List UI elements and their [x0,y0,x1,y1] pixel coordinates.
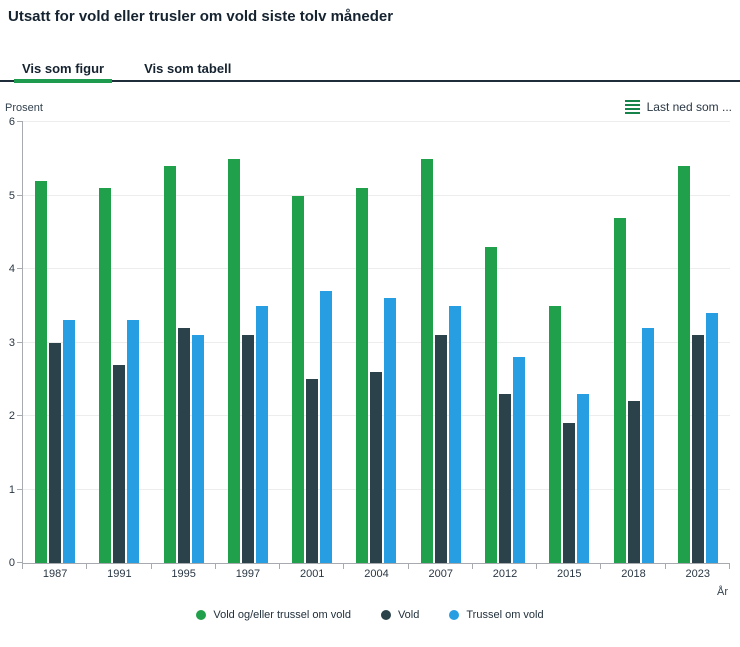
bar-group-1991: 1991 [87,122,152,580]
bar[interactable] [35,180,48,563]
gridline [23,194,730,196]
bar[interactable] [705,313,718,563]
bar[interactable] [627,401,640,563]
tab-vis-som-tabell[interactable]: Vis som tabell [136,56,239,80]
plot-area: 0 1 2 3 4 5 6 1987 1991 1995 1997 2001 2004 2007 2012 2… [9,116,731,580]
x-axis-label: 2018 [621,568,646,580]
legend-label: Vold og/eller trussel om vold [213,609,351,621]
x-axis-label: 2001 [299,568,325,580]
chart-page: Utsatt for vold eller trusler om vold si… [0,8,740,647]
download-menu-label: Last ned som ... [646,100,732,114]
bar-group-2001: 2001 [280,122,345,580]
plot-wrap: 0 1 2 3 4 5 6 1987 1991 1995 1997 2001 2004 2007 2012 2… [9,116,731,598]
bar[interactable] [63,320,76,563]
y-axis-tick [17,121,23,122]
x-axis-label: 2015 [557,568,582,580]
bar[interactable] [484,246,497,563]
bar-groups: 1987 1991 1995 1997 2001 2004 2007 2012 2015 2018… [23,122,731,580]
gridline [23,341,730,343]
bar[interactable] [434,335,447,563]
bar-group-2018: 2018 [601,122,666,580]
bar[interactable] [356,188,369,563]
bar[interactable] [241,335,254,563]
x-axis-label: 1997 [235,568,261,580]
bar[interactable] [577,393,590,563]
y-axis-label: 4 [8,263,15,276]
legend-item[interactable]: Vold og/eller trussel om vold [196,609,351,621]
legend-dot-icon [449,610,460,620]
bar[interactable] [448,305,461,563]
legend-label: Vold [397,609,420,621]
x-axis-label: 1991 [107,568,132,580]
view-tabs: Vis som figur Vis som tabell [0,56,740,83]
x-axis-label: 2007 [428,568,453,580]
bar-group-2007: 2007 [409,122,474,580]
bar[interactable] [292,195,305,563]
bar[interactable] [191,335,204,563]
bar-group-2012: 2012 [473,122,538,580]
y-axis-label: 2 [8,410,15,423]
y-axis-tick [17,562,23,563]
bar-group-1987: 1987 [23,122,88,580]
legend-dot-icon [196,610,207,620]
bar-group-2015: 2015 [537,122,602,580]
bar[interactable] [306,379,319,563]
bar[interactable] [227,158,240,563]
bar[interactable] [641,327,654,563]
chart-legend: Vold og/eller trussel om vold Vold Trussel… [0,609,740,621]
x-axis-label: 2023 [685,568,711,580]
x-axis-title: År [717,586,728,598]
gridline [23,121,730,122]
tab-vis-som-figur[interactable]: Vis som figur [14,56,113,83]
y-axis-title: Prosent [5,102,43,114]
bar[interactable] [549,305,562,563]
legend-item[interactable]: Vold [380,609,420,621]
bar[interactable] [177,327,190,563]
bar-group-2004: 2004 [344,122,409,580]
bar[interactable] [677,166,690,563]
legend-label: Trussel om vold [466,609,544,621]
bar[interactable] [255,305,268,563]
bar-group-1997: 1997 [216,122,281,580]
x-axis-label: 2004 [364,568,389,580]
bar[interactable] [384,298,397,563]
download-menu-button[interactable]: Last ned som ... [624,100,732,114]
bar[interactable] [563,423,576,563]
y-axis-label: 6 [8,116,15,128]
bar[interactable] [320,291,333,563]
bar[interactable] [49,342,62,563]
bar-group-2023: 2023 [666,122,731,580]
y-axis-tick [17,268,23,270]
y-axis-label: 1 [8,483,15,496]
chart-header: Prosent Last ned som ... [5,100,732,114]
y-axis-tick [17,488,23,490]
bar[interactable] [498,393,511,563]
legend-item[interactable]: Trussel om vold [449,609,544,621]
y-axis-label: 5 [8,189,15,202]
x-axis-label: 1987 [42,568,68,580]
y-axis-tick [17,194,23,196]
y-axis-label: 3 [8,336,15,349]
gridline [23,268,730,270]
x-axis-label: 2012 [492,568,518,580]
legend-dot-icon [380,610,391,620]
bar[interactable] [370,371,383,563]
hamburger-menu-icon [624,100,640,114]
y-axis-tick [17,415,23,417]
bar[interactable] [613,217,626,563]
bar[interactable] [127,320,140,563]
y-axis-label: 0 [8,557,15,569]
bar[interactable] [420,158,433,563]
page-title: Utsatt for vold eller trusler om vold si… [8,8,394,25]
bar[interactable] [99,188,112,563]
bar[interactable] [691,335,704,563]
bar-group-1995: 1995 [152,122,217,580]
bar[interactable] [113,364,126,563]
y-axis-tick [17,341,23,343]
x-axis-label: 1995 [171,568,196,580]
bar[interactable] [512,357,525,563]
bar[interactable] [163,166,176,563]
